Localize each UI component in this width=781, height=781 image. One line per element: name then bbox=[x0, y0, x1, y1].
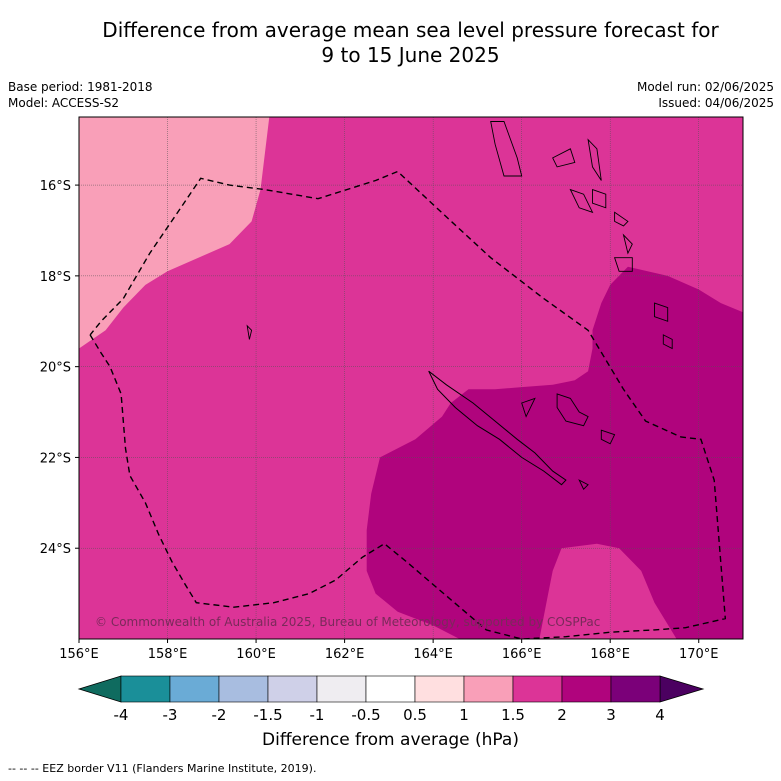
map-figure: © Commonwealth of Australia 2025, Bureau… bbox=[40, 116, 744, 724]
lat-tick-label: 24°S bbox=[40, 542, 71, 557]
colorbar-tick-label: -4 bbox=[114, 706, 129, 724]
colorbar-title: Difference from average (hPa) bbox=[262, 730, 519, 750]
coast-island bbox=[556, 393, 589, 427]
colorbar-tick-label: -1.5 bbox=[253, 706, 282, 724]
coast-island bbox=[587, 138, 602, 181]
lon-tick-label: 162°E bbox=[325, 647, 365, 662]
region-1-to-1.5 bbox=[79, 117, 270, 349]
coast-island bbox=[592, 188, 607, 209]
eez-border-line bbox=[89, 170, 727, 639]
coast-island bbox=[600, 429, 616, 445]
map-frame bbox=[78, 116, 744, 640]
colorbar-tick-label: 4 bbox=[655, 706, 665, 724]
issued-date: Issued: 04/06/2025 bbox=[658, 96, 774, 110]
model-name: Model: ACCESS-S2 bbox=[8, 96, 120, 110]
lon-tick-label: 158°E bbox=[148, 647, 188, 662]
lon-tick-label: 164°E bbox=[413, 647, 453, 662]
region-2-to-3 bbox=[366, 266, 743, 639]
lat-tick-label: 22°S bbox=[40, 451, 71, 466]
model-run: Model run: 02/06/2025 bbox=[636, 80, 774, 94]
coast-island bbox=[490, 121, 523, 177]
coast-island bbox=[246, 324, 253, 340]
colorbar-swatch bbox=[463, 675, 514, 703]
coast-island bbox=[613, 257, 633, 272]
lon-tick-label: 170°E bbox=[679, 647, 719, 662]
title-line-2: 9 to 15 June 2025 bbox=[321, 43, 500, 67]
coast-new-caledonia bbox=[428, 370, 567, 486]
colorbar-tick-label: 1.5 bbox=[501, 706, 525, 724]
lat-tick-label: 20°S bbox=[40, 361, 71, 376]
lon-tick-label: 166°E bbox=[502, 647, 542, 662]
colorbar-tick-label: -1 bbox=[310, 706, 325, 724]
coast-island bbox=[552, 148, 576, 168]
chart-title: Difference from average mean sea level p… bbox=[40, 18, 781, 68]
meta-left: Base period: 1981-2018 Model: ACCESS-S2 bbox=[8, 79, 153, 111]
colorbar-swatch bbox=[414, 675, 465, 703]
lon-tick-label: 160°E bbox=[236, 647, 276, 662]
colorbar-swatch bbox=[120, 675, 171, 703]
colorbar-extend-low bbox=[77, 675, 122, 703]
colorbar-tick-label: -3 bbox=[163, 706, 178, 724]
lon-tick-label: 156°E bbox=[59, 647, 99, 662]
colorbar-tick-label: -2 bbox=[212, 706, 227, 724]
colorbar-swatch bbox=[267, 675, 318, 703]
colorbar-tick-label: 3 bbox=[606, 706, 616, 724]
lon-tick-label: 168°E bbox=[590, 647, 630, 662]
coast-island bbox=[654, 302, 669, 322]
base-period: Base period: 1981-2018 bbox=[8, 80, 153, 94]
lat-tick-label: 18°S bbox=[40, 270, 71, 285]
colorbar-swatch bbox=[218, 675, 269, 703]
meta-right: Model run: 02/06/2025 Issued: 04/06/2025 bbox=[637, 79, 774, 111]
coast-island bbox=[614, 211, 629, 227]
coast-island bbox=[569, 188, 594, 214]
eez-footer-note: -- -- -- EEZ border V11 (Flanders Marine… bbox=[8, 762, 317, 775]
colorbar-tick-label: 1 bbox=[459, 706, 469, 724]
colorbar-swatch bbox=[610, 675, 661, 703]
lat-tick-label: 16°S bbox=[40, 179, 71, 194]
coast-island bbox=[622, 233, 633, 255]
colorbar-swatch bbox=[365, 675, 416, 703]
colorbar-swatch bbox=[169, 675, 220, 703]
coast-island bbox=[521, 397, 536, 418]
colorbar-tick-label: 0.5 bbox=[403, 706, 427, 724]
coast-island bbox=[662, 334, 673, 350]
colorbar-swatch bbox=[316, 675, 367, 703]
colorbar-tick-label: -0.5 bbox=[351, 706, 380, 724]
map-plot-area: © Commonwealth of Australia 2025, Bureau… bbox=[79, 117, 743, 639]
colorbar-swatch bbox=[561, 675, 612, 703]
colorbar-swatch bbox=[512, 675, 563, 703]
coast-island bbox=[578, 479, 589, 490]
title-line-1: Difference from average mean sea level p… bbox=[102, 18, 719, 42]
colorbar-tick-label: 2 bbox=[557, 706, 567, 724]
colorbar-extend-high bbox=[659, 675, 705, 703]
copyright-notice: © Commonwealth of Australia 2025, Bureau… bbox=[95, 615, 600, 629]
